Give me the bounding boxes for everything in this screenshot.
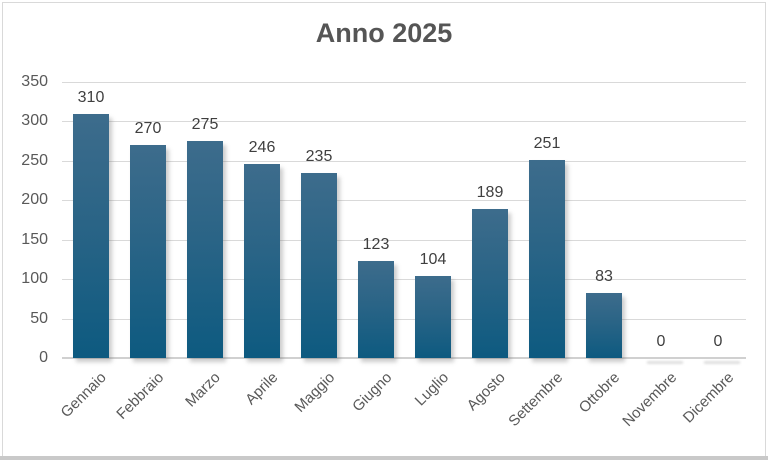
y-tick-label: 250 [21,152,48,169]
bar-febbraio[interactable] [130,145,166,358]
bar-luglio[interactable] [415,276,451,358]
y-tick-label: 300 [21,112,48,129]
y-tick-label: 50 [30,310,48,327]
data-label: 275 [191,116,219,133]
y-tick-label: 0 [39,349,48,366]
x-tick-label: Agosto [463,369,510,415]
bar-marzo[interactable] [187,141,223,358]
data-label: 251 [533,135,561,152]
y-tick-label: 350 [21,73,48,90]
x-tick-label: Febbraio [113,369,168,423]
gridline [62,200,746,201]
data-label: 189 [476,184,504,201]
x-tick-label: Aprile [241,369,282,409]
data-label: 246 [248,139,276,156]
x-tick-label: Luglio [411,369,453,410]
x-tick-label: Gennaio [57,369,111,422]
bar-settembre[interactable] [529,160,565,358]
bar-maggio[interactable] [301,173,337,358]
y-tick-label: 150 [21,231,48,248]
x-tick-label: Ottobre [575,369,624,417]
x-tick-label: Novembre [619,369,681,430]
chart-title[interactable]: Anno 2025 [315,18,453,48]
x-tick-label: Marzo [182,369,225,411]
gridline [62,279,746,280]
bar-gennaio[interactable] [73,114,109,358]
gridline [62,319,746,320]
data-label: 235 [305,148,333,165]
data-label: 0 [713,333,723,350]
gridline [62,240,746,241]
x-tick-label: Maggio [291,369,339,416]
data-label: 83 [595,268,613,285]
data-label: 0 [656,333,666,350]
x-axis-line [62,357,746,359]
x-tick-label: Giugno [348,369,396,416]
x-tick-label: Dicembre [679,369,738,427]
data-label: 270 [134,120,162,137]
bar-ottobre[interactable] [586,293,622,358]
bar-novembre-zero-shadow [647,361,683,364]
data-label: 123 [362,236,390,253]
gridline [62,82,746,83]
gridline [62,161,746,162]
x-tick-label: Settembre [505,369,567,430]
bar-agosto[interactable] [472,209,508,358]
bar-giugno[interactable] [358,261,394,358]
bottom-edge [0,456,768,460]
data-label: 310 [77,89,105,106]
bar-aprile[interactable] [244,164,280,358]
y-tick-label: 100 [21,270,48,287]
y-tick-label: 200 [21,191,48,208]
gridline [62,121,746,122]
bar-dicembre-zero-shadow [704,361,740,364]
data-label: 104 [419,251,447,268]
